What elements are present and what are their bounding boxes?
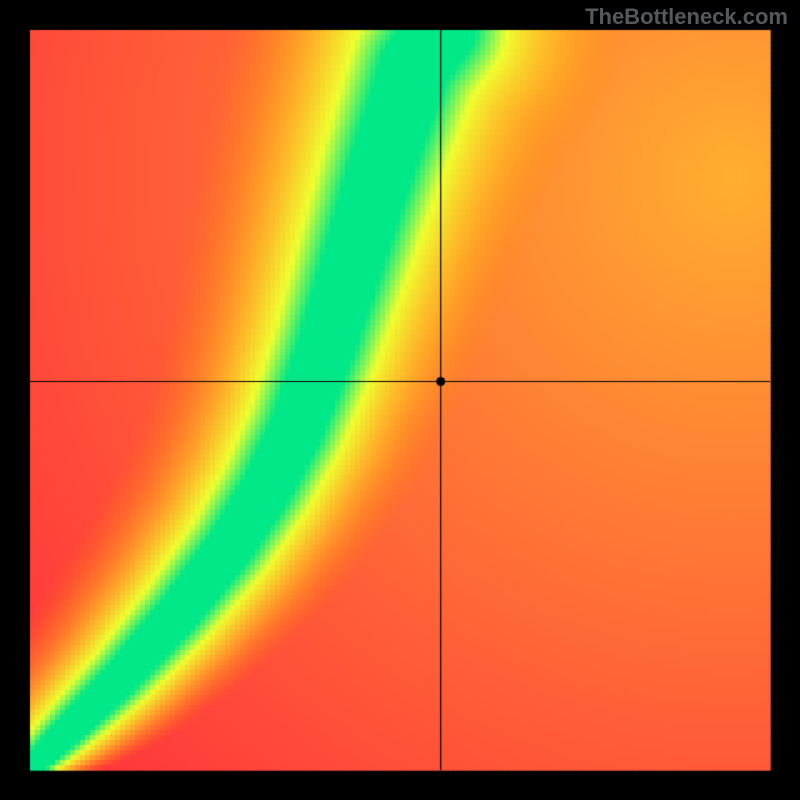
bottleneck-heatmap	[0, 0, 800, 800]
watermark-text: TheBottleneck.com	[585, 4, 788, 30]
